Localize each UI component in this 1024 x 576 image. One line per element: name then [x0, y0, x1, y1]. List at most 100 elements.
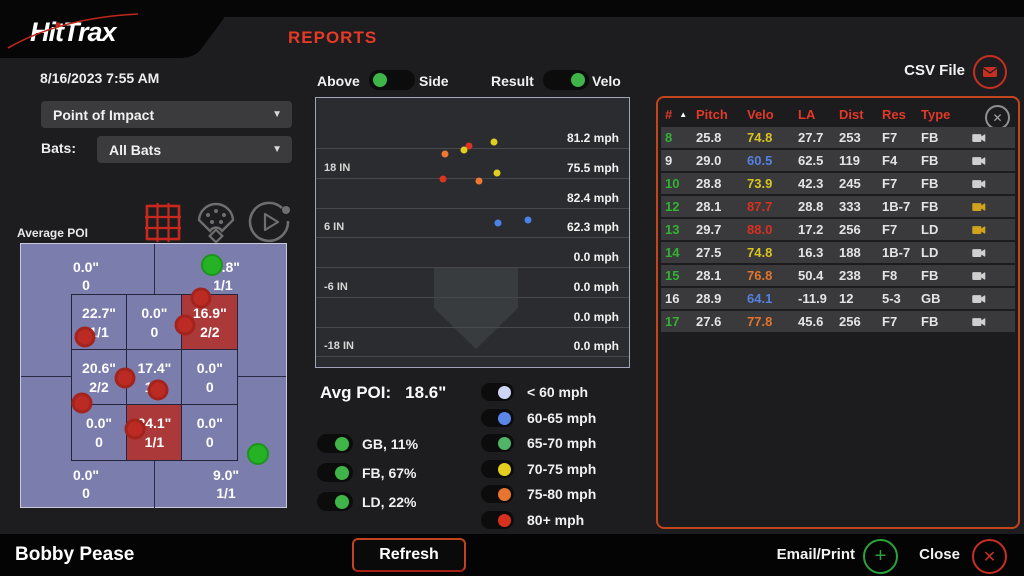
table-row[interactable]: 9 29.0 60.5 62.5 119 F4 FB [661, 150, 1015, 171]
video-clip-button[interactable] [959, 317, 999, 327]
table-cell: 5-3 [882, 291, 901, 306]
plot-velocity-label: 81.2 mph [566, 131, 619, 145]
table-cell: 27.7 [798, 130, 824, 145]
bats-label: Bats: [41, 140, 77, 156]
video-clip-button[interactable] [959, 294, 999, 304]
legend-toggle[interactable] [481, 459, 514, 478]
video-replay-button[interactable] [247, 199, 293, 245]
poi-outer-zone: 9.0" 1/1 [213, 466, 239, 502]
table-cell: 62.5 [798, 153, 824, 168]
report-type-dropdown[interactable]: Point of Impact ▼ [41, 101, 292, 128]
mode-toggle[interactable] [543, 70, 589, 90]
hit-point-red [465, 142, 473, 150]
table-cell: 74.8 [747, 245, 773, 260]
table-row[interactable]: 17 27.6 77.8 45.6 256 F7 FB [661, 311, 1015, 332]
table-cell: 9 [665, 153, 673, 168]
legend-toggle[interactable] [481, 510, 514, 529]
table-header-cell[interactable]: Res [882, 107, 906, 122]
poi-cell-value: 0.0" [196, 360, 223, 376]
hit-point-yellow [460, 146, 468, 154]
spray-chart-button[interactable] [193, 199, 239, 245]
table-header-cell[interactable]: Dist [839, 107, 864, 122]
table-cell: F7 [882, 130, 898, 145]
view-toggle[interactable] [369, 70, 415, 90]
table-cell: 16.3 [798, 245, 824, 260]
poi-cell-value: 0.0" [85, 415, 113, 431]
impact-dot-red [124, 418, 146, 440]
poi-cell-count: 1/1 [144, 434, 165, 450]
strike-zone-grid-icon [144, 202, 181, 242]
table-cell: 253 [839, 130, 861, 145]
poi-cell-value: 17.4" [137, 360, 172, 376]
toggle-knob [373, 73, 387, 87]
hit-point-orange [475, 177, 483, 185]
table-header-cell[interactable]: Type [921, 107, 951, 122]
poi-zone-count: 1/1 [216, 485, 236, 501]
legend-toggle[interactable] [481, 434, 514, 452]
video-clip-button[interactable] [959, 248, 999, 258]
hit-type-toggle[interactable] [317, 434, 353, 453]
table-cell: 88.0 [747, 222, 773, 237]
hit-type-toggle[interactable] [317, 463, 353, 482]
video-clip-button[interactable] [959, 271, 999, 281]
poi-cell-count: 2/2 [89, 379, 109, 395]
poi-cell: 0.0" 0 [125, 294, 183, 351]
table-header-cell[interactable]: LA [798, 107, 816, 122]
video-clip-button[interactable] [959, 156, 999, 166]
table-cell: 256 [839, 222, 861, 237]
table-row[interactable]: 10 28.8 73.9 42.3 245 F7 FB [661, 173, 1015, 194]
legend-toggle[interactable] [481, 485, 514, 503]
impact-dot-green [247, 443, 269, 465]
poi-grid-title: Average POI [17, 226, 88, 240]
legend-toggle[interactable] [481, 408, 514, 427]
table-row[interactable]: 14 27.5 74.8 16.3 188 1B-7 LD [661, 242, 1015, 263]
avg-poi-value: 18.6" [405, 383, 447, 402]
table-cell: F7 [882, 314, 898, 329]
table-row[interactable]: 13 29.7 88.0 17.2 256 F7 LD [661, 219, 1015, 240]
session-datetime: 8/16/2023 7:55 AM [40, 70, 160, 86]
poi-cell-value: 22.7" [82, 305, 116, 321]
report-type-value: Point of Impact [53, 106, 155, 123]
plot-velocity-label: 75.5 mph [566, 161, 619, 175]
table-row[interactable]: 16 28.9 64.1 -11.9 12 5-3 GB [661, 288, 1015, 309]
plot-gridline [316, 208, 629, 209]
table-row[interactable]: 15 28.1 76.8 50.4 238 F8 FB [661, 265, 1015, 286]
table-row[interactable]: 8 25.8 74.8 27.7 253 F7 FB [661, 127, 1015, 148]
video-clip-button[interactable] [959, 133, 999, 143]
close-icon: ✕ [992, 110, 1003, 125]
refresh-button[interactable]: Refresh [352, 538, 466, 572]
mode-toggle-left-label: Result [491, 73, 534, 89]
video-clip-button[interactable] [959, 202, 999, 212]
legend-knob [498, 437, 511, 450]
close-button[interactable]: ✕ [972, 539, 1007, 574]
video-clip-button[interactable] [959, 225, 999, 235]
envelope-icon [982, 67, 998, 77]
poi-outer-zone: 0.0" 0 [73, 466, 99, 502]
table-cell: F7 [882, 176, 898, 191]
table-header-cell[interactable]: # ▲ [665, 107, 688, 122]
impact-dot-red [71, 392, 93, 414]
table-cell: 27.6 [696, 314, 722, 329]
table-header-cell[interactable]: Velo [747, 107, 774, 122]
legend-toggle[interactable] [481, 383, 514, 401]
table-cell: F7 [882, 222, 898, 237]
grid-view-button[interactable] [144, 202, 181, 242]
camera-icon [972, 294, 986, 303]
bats-dropdown[interactable]: All Bats ▼ [97, 136, 292, 163]
video-clip-button[interactable] [959, 179, 999, 189]
table-cell: F8 [882, 268, 898, 283]
table-cell: FB [921, 130, 939, 145]
table-cell: 76.8 [747, 268, 773, 283]
email-print-button[interactable]: + [863, 539, 898, 574]
poi-cell: 0.0" 0 [181, 349, 239, 406]
table-header-cell[interactable]: Pitch [696, 107, 728, 122]
table-row[interactable]: 12 28.1 87.7 28.8 333 1B-7 FB [661, 196, 1015, 217]
csv-export-button[interactable] [973, 55, 1007, 89]
legend-knob [498, 462, 511, 476]
camera-icon [972, 179, 986, 188]
hit-type-toggle[interactable] [317, 492, 353, 511]
table-cell: 256 [839, 314, 861, 329]
refresh-label: Refresh [379, 546, 439, 563]
hit-point-blue [524, 216, 532, 224]
